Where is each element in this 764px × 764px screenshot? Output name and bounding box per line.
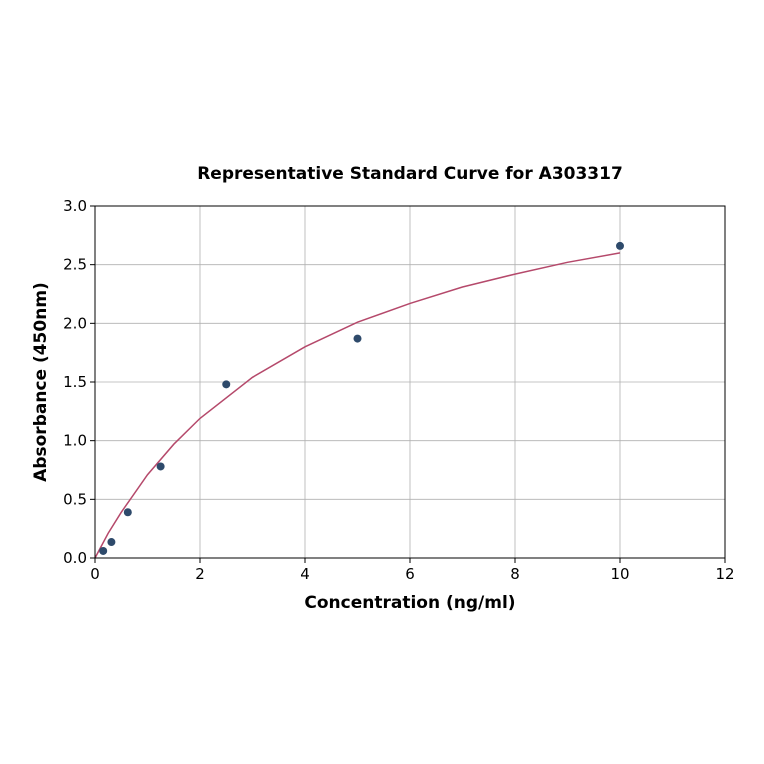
x-tick-label: 10 bbox=[610, 565, 629, 583]
x-tick-label: 2 bbox=[195, 565, 205, 583]
data-point bbox=[156, 462, 165, 471]
x-tick-label: 0 bbox=[90, 565, 100, 583]
y-tick-label: 0.0 bbox=[63, 549, 87, 567]
chart-title: Representative Standard Curve for A30331… bbox=[197, 164, 623, 184]
data-point bbox=[123, 508, 132, 517]
y-tick-label: 2.5 bbox=[63, 256, 87, 274]
y-tick-label: 1.5 bbox=[63, 373, 87, 391]
y-tick-label: 0.5 bbox=[63, 490, 87, 508]
x-tick-label: 12 bbox=[715, 565, 734, 583]
y-tick-label: 1.0 bbox=[63, 432, 87, 450]
x-tick-label: 4 bbox=[300, 565, 310, 583]
data-point bbox=[353, 334, 362, 343]
data-point bbox=[107, 538, 116, 547]
y-axis-label: Absorbance (450nm) bbox=[31, 282, 51, 482]
y-tick-label: 3.0 bbox=[63, 197, 87, 215]
x-tick-label: 6 bbox=[405, 565, 415, 583]
x-axis-label: Concentration (ng/ml) bbox=[304, 593, 515, 613]
fit-curve bbox=[94, 252, 621, 559]
data-point bbox=[616, 241, 624, 250]
data-point bbox=[222, 380, 231, 389]
y-tick-label: 2.0 bbox=[63, 314, 87, 332]
x-tick-label: 8 bbox=[510, 565, 520, 583]
data-point bbox=[99, 546, 108, 555]
